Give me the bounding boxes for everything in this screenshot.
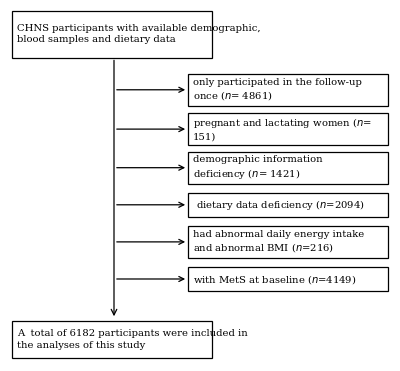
Bar xyxy=(188,113,388,145)
Bar xyxy=(188,226,388,258)
Bar xyxy=(188,267,388,291)
Text: dietary data deficiency ($\it{n}$=2094): dietary data deficiency ($\it{n}$=2094) xyxy=(193,198,365,212)
Text: had abnormal daily energy intake
and abnormal BMI ($\it{n}$=216): had abnormal daily energy intake and abn… xyxy=(193,230,364,255)
Text: demographic information
deficiency ($\it{n}$= 1421): demographic information deficiency ($\it… xyxy=(193,155,322,181)
Text: A  total of 6182 participants were included in
the analyses of this study: A total of 6182 participants were includ… xyxy=(17,329,248,349)
Bar xyxy=(188,74,388,106)
Text: with MetS at baseline ($\it{n}$=4149): with MetS at baseline ($\it{n}$=4149) xyxy=(193,273,356,286)
Bar xyxy=(12,11,212,58)
Text: CHNS participants with available demographic,
blood samples and dietary data: CHNS participants with available demogra… xyxy=(17,24,260,45)
Bar xyxy=(188,193,388,217)
Text: pregnant and lactating women ($\it{n}$=
151): pregnant and lactating women ($\it{n}$= … xyxy=(193,116,372,141)
Text: only participated in the follow-up
once ($\it{n}$= 4861): only participated in the follow-up once … xyxy=(193,78,362,102)
Bar xyxy=(12,321,212,358)
Bar xyxy=(188,152,388,184)
